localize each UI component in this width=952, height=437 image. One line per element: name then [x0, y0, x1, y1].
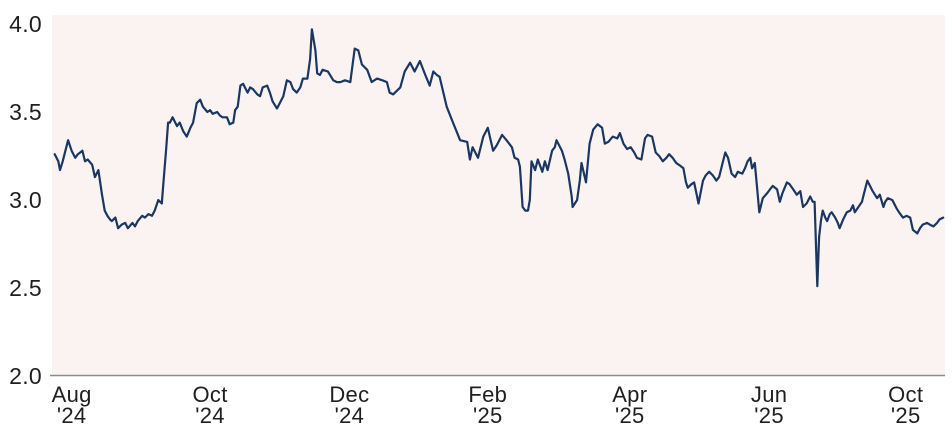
x-tick-year: '25 [472, 403, 503, 428]
x-tick-month: Jun [750, 382, 788, 407]
x-tick-month: Aug [51, 382, 92, 407]
x-tick-label: Oct '25 [888, 382, 924, 428]
y-tick-label: 4.0 [9, 11, 42, 37]
plot-background [52, 15, 945, 375]
y-tick-label: 2.0 [9, 363, 42, 389]
y-tick-label: 2.5 [9, 275, 42, 301]
x-tick-label: Jun '25 [750, 382, 788, 428]
x-tick-month: Oct [888, 382, 924, 407]
x-tick-month: Feb [468, 382, 508, 407]
x-tick-year: '25 [614, 403, 645, 428]
x-tick-month: Oct [192, 382, 228, 407]
y-tick-label: 3.5 [9, 99, 42, 125]
x-tick-label: Aug '24 [51, 382, 92, 428]
x-tick-label: Dec '24 [329, 382, 370, 428]
x-tick-year: '24 [56, 403, 87, 428]
x-tick-label: Apr '25 [612, 382, 648, 428]
yield-series-line [53, 28, 945, 288]
x-tick-label: Oct '24 [192, 382, 228, 428]
x-tick-year: '24 [195, 403, 225, 428]
x-tick-year: '24 [334, 403, 365, 428]
x-tick-month: Apr [612, 382, 648, 407]
x-tick-year: '25 [754, 403, 784, 428]
x-tick-label: Feb '25 [468, 382, 508, 428]
x-tick-year: '25 [890, 403, 921, 428]
y-tick-label: 3.0 [9, 187, 42, 213]
x-tick-month: Dec [329, 382, 370, 407]
